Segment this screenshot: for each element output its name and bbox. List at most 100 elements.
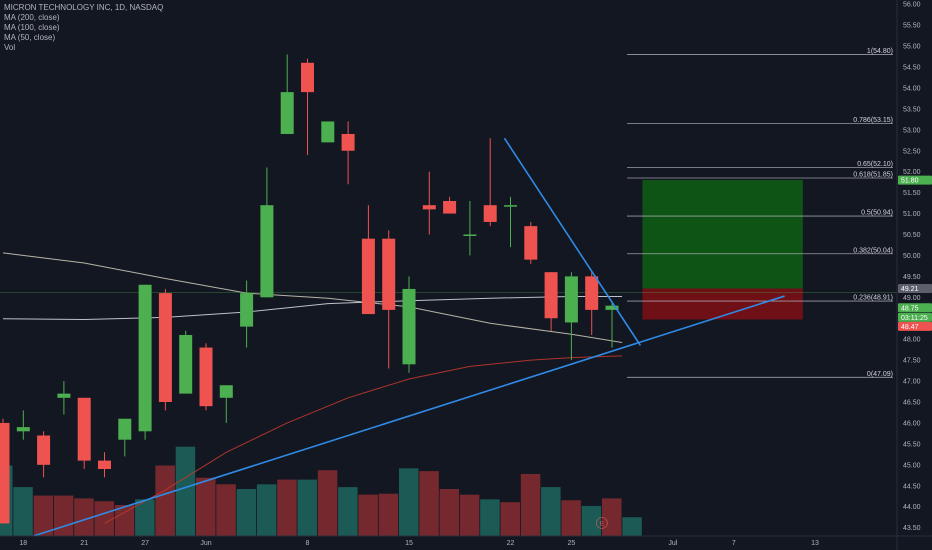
volume-bars [0,446,642,536]
time-tick-label: 25 [568,540,576,547]
volume-bar [459,494,480,536]
volume-bar [399,468,419,536]
candle-body [341,134,355,151]
moving-average-line [2,252,623,343]
price-tick-label: 53.00 [903,127,921,134]
moving-averages [0,252,897,524]
volume-bar [480,499,500,536]
price-tick-label: 53.50 [903,106,921,113]
volume-bar [236,489,257,536]
target-zone [642,180,803,289]
time-tick-label: Jun [200,540,211,547]
candle-body [483,205,497,222]
price-tick-label: 43.50 [903,525,921,532]
volume-bar [439,489,460,536]
candle-body [138,284,152,432]
time-tick-label: 18 [19,540,27,547]
volume-bar [541,487,561,536]
candle-body [219,385,233,398]
volume-bar [561,500,581,536]
volume-bar [622,517,642,536]
fib-level-label: 0.5(50.94) [861,210,893,217]
price-badge-label: 51.80 [901,178,919,185]
legend-volume[interactable]: Vol [4,43,16,52]
position-zones [642,180,803,320]
candle-body [179,335,193,394]
candle-body [0,422,10,524]
volume-bar [256,484,277,536]
trendlines[interactable] [33,137,785,537]
price-tick-label: 47.00 [903,379,921,386]
volume-bar [155,465,175,536]
volume-bar [317,470,338,536]
price-badge [898,175,932,185]
time-tick-label: Jul [668,540,677,547]
legend-title[interactable]: MICRON TECHNOLOGY INC, 1D, NASDAQ [4,3,164,12]
fib-level-label: 1(54.80) [867,48,893,55]
volume-bar [135,499,155,536]
candle-body [504,205,517,207]
candle-body [443,201,457,214]
chart-legend: MICRON TECHNOLOGY INC, 1D, NASDAQ MA (20… [4,3,163,53]
moving-average-line [2,296,623,321]
price-tick-label: 51.50 [903,190,921,197]
earnings-marker-label: E [600,522,604,528]
time-tick-label: 22 [507,540,515,547]
volume-bar [378,493,399,536]
candle-body [585,276,599,310]
candle-body [605,305,619,310]
time-tick-label: 13 [811,540,819,547]
volume-bar [33,495,54,536]
price-tick-label: 52.00 [903,169,921,176]
price-badge-label: 49.21 [901,286,919,293]
volume-bar [297,479,317,536]
volume-bar [216,484,236,536]
price-tick-label: 50.00 [903,253,921,260]
legend-ma-200[interactable]: MA (200, close) [4,13,60,22]
price-tick-label: 44.50 [903,483,921,490]
price-tick-label: 54.50 [903,65,921,72]
price-tick-label: 44.00 [903,504,921,511]
volume-bar [500,502,520,536]
candle-body [260,205,274,298]
volume-bar [196,477,216,536]
price-badge [898,312,932,322]
candle-body [158,293,172,402]
price-tick-label: 55.50 [903,23,921,30]
moving-average-line [104,355,623,524]
candle-body [37,435,51,465]
time-tick-label: 15 [405,540,413,547]
volume-bar [53,495,74,536]
volume-bar [114,504,135,536]
price-tick-label: 45.00 [903,462,921,469]
price-tick-label: 49.00 [903,295,921,302]
fib-level-label: 0.618(51.85) [853,171,893,178]
trendline [503,137,642,346]
legend-ma-50[interactable]: MA (50, close) [4,33,56,42]
volume-bar [602,498,622,536]
price-tick-label: 55.00 [903,44,921,51]
volume-bar [338,487,358,536]
time-tick-label: 21 [80,540,88,547]
volume-bar [581,505,602,536]
price-tick-label: 51.00 [903,211,921,218]
candle-body [301,62,314,93]
candle-body [382,238,396,310]
time-axis[interactable]: 18 21 27 Jun 8 15 22 25 Jul 7 13 [19,540,819,547]
price-badge-label: 48.75 [901,305,919,312]
fibonacci-levels[interactable]: 1(54.80) 0.786(53.15) 0.65(52.10) 0.618(51.… [627,48,893,378]
volume-bar [419,471,439,536]
time-tick-label: 27 [141,540,149,547]
price-tick-label: 46.00 [903,420,921,427]
volume-bar [520,473,541,536]
candle-body [564,276,578,323]
price-tick-label: 56.00 [903,2,921,9]
candle-body [118,418,132,440]
candle-body [16,427,30,432]
legend-ma-100[interactable]: MA (100, close) [4,23,60,32]
candle-body [402,288,416,365]
volume-bar [13,487,33,536]
price-tick-label: 47.50 [903,358,921,365]
price-tick-label: 54.00 [903,85,921,92]
